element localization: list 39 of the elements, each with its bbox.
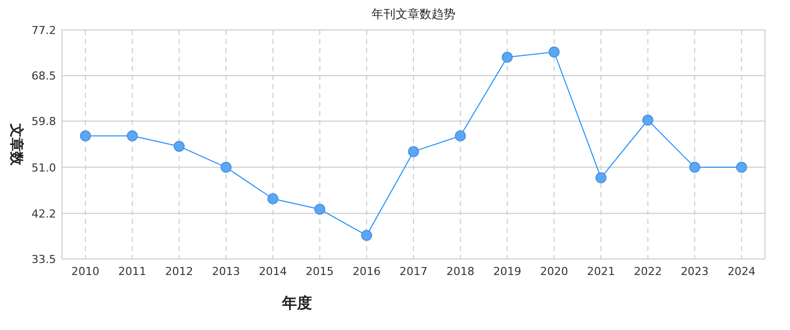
point [80,130,91,142]
point [595,172,606,184]
y-tick-label: 51.0 [32,161,56,174]
point [689,162,700,173]
x-tick-label: 2021 [586,265,615,278]
y-tick-label: 42.2 [32,207,56,220]
x-tick-label: 2022 [634,265,662,278]
x-tick-label: 2018 [446,265,474,278]
x-tick-label: 2019 [493,265,522,278]
x-tick-label: 2014 [258,265,287,278]
x-tick-label: 2011 [118,265,146,278]
point [126,130,138,142]
y-axis-title: 文章数 [8,122,25,166]
point [361,230,372,241]
y-tick-label: 59.8 [32,115,56,128]
x-tick-label: 2015 [306,265,334,278]
chart-title: 年刊文章数趋势 [372,7,456,21]
point [267,193,278,204]
x-tick-label: 2020 [540,265,568,278]
y-tick-label: 77.2 [32,24,56,37]
point [548,46,560,58]
point [408,146,419,158]
x-tick-label: 2016 [352,265,381,278]
point [220,162,232,173]
point [174,140,185,152]
x-tick-label: 2012 [165,265,194,278]
x-tick-label: 2024 [728,265,756,278]
point [502,52,513,63]
x-tick-label: 2013 [212,265,240,278]
point [314,204,326,215]
x-axis-title: 年度 [281,294,312,312]
x-tick-label: 2010 [71,265,100,278]
y-tick-label: 33.5 [32,253,56,266]
point [642,114,654,126]
x-tick-label: 2017 [400,265,428,278]
x-tick-label: 2023 [680,265,709,278]
point [454,130,466,142]
y-tick-label: 68.5 [32,70,56,83]
point [736,162,748,173]
